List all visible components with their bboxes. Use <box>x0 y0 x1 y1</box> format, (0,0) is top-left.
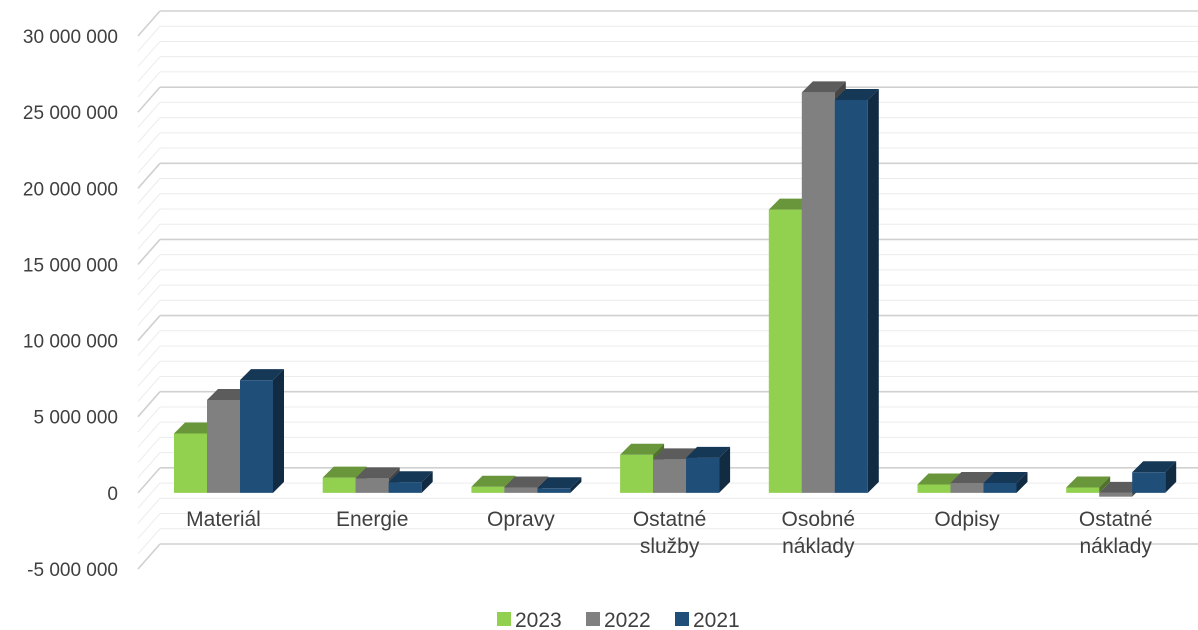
legend-swatch <box>497 612 511 626</box>
y-tick-label: 30 000 000 <box>23 27 118 48</box>
bar-2023-6 <box>1066 476 1111 493</box>
bar-2021-3 <box>686 446 731 493</box>
minor-gridline <box>137 360 1198 387</box>
category-label: Osobné <box>782 508 856 531</box>
category-label: Energie <box>336 508 408 531</box>
minor-gridline <box>137 147 1198 174</box>
minor-gridline <box>137 375 1198 402</box>
minor-gridline <box>137 269 1198 296</box>
minor-gridline <box>137 56 1198 83</box>
minor-gridline <box>137 208 1198 235</box>
minor-gridline <box>137 223 1198 250</box>
category-label: Odpisy <box>934 508 1000 531</box>
y-tick-label: 10 000 000 <box>23 332 118 353</box>
y-axis-tick-labels: 30 000 000 25 000 000 20 000 000 15 000 000… <box>23 27 118 581</box>
minor-gridline <box>137 406 1198 433</box>
minor-gridline <box>137 436 1198 463</box>
minor-gridline <box>137 528 1198 555</box>
y-tick-label: -5 000 000 <box>27 560 118 581</box>
minor-gridline <box>137 25 1198 52</box>
legend-label: 2022 <box>604 609 651 630</box>
major-gridline <box>137 314 1198 342</box>
minor-gridline <box>137 193 1198 220</box>
y-tick-label: 25 000 000 <box>23 103 118 124</box>
y-tick-label: 20 000 000 <box>23 179 118 200</box>
category-label: Ostatné <box>633 508 707 531</box>
major-gridline <box>137 390 1198 418</box>
minor-gridline <box>137 497 1198 524</box>
major-gridline <box>137 86 1198 113</box>
major-gridline <box>137 162 1198 189</box>
bar-2021-0 <box>240 369 284 493</box>
category-label: náklady <box>1080 535 1153 558</box>
minor-gridline <box>137 284 1198 311</box>
y-tick-label: 0 <box>107 484 118 505</box>
minor-gridline <box>137 40 1198 67</box>
major-gridline <box>137 10 1198 37</box>
major-gridline <box>137 543 1198 570</box>
legend-label: 2023 <box>515 609 562 630</box>
minor-gridline <box>137 513 1198 539</box>
y-tick-label: 5 000 000 <box>33 408 118 429</box>
minor-gridline <box>137 71 1198 98</box>
bar-2021-1 <box>388 471 433 493</box>
minor-gridline <box>137 299 1198 326</box>
legend-item-2023: 2023 <box>497 609 562 630</box>
minor-gridline <box>137 132 1198 159</box>
bar-2021-6 <box>1132 461 1177 493</box>
legend-swatch <box>586 612 600 626</box>
bar-2021-5 <box>983 471 1028 493</box>
y-tick-label: 15 000 000 <box>23 255 118 276</box>
minor-gridline <box>137 421 1198 448</box>
minor-gridline <box>137 117 1198 143</box>
legend-item-2022: 2022 <box>586 609 651 630</box>
minor-gridline <box>137 330 1198 357</box>
minor-gridline <box>137 345 1198 372</box>
category-label: Opravy <box>487 508 555 531</box>
category-label: Materiál <box>186 508 261 531</box>
minor-gridline <box>137 254 1198 280</box>
bar-2021-4 <box>834 88 879 493</box>
category-label: služby <box>640 535 700 558</box>
minor-gridline <box>137 101 1198 128</box>
legend: 2023 2022 2021 <box>497 609 740 630</box>
legend-swatch <box>675 612 689 626</box>
category-label: náklady <box>782 535 855 558</box>
bar-2021-2 <box>537 477 582 493</box>
x-axis-category-labels: Materiál Energie Opravy Ostatné služby Osobné… <box>186 508 1152 558</box>
legend-item-2021: 2021 <box>675 609 740 630</box>
major-gridline <box>137 238 1198 265</box>
bars <box>174 81 1177 497</box>
category-label: Ostatné <box>1079 508 1153 531</box>
legend-label: 2021 <box>693 609 740 630</box>
minor-gridline <box>137 178 1198 204</box>
